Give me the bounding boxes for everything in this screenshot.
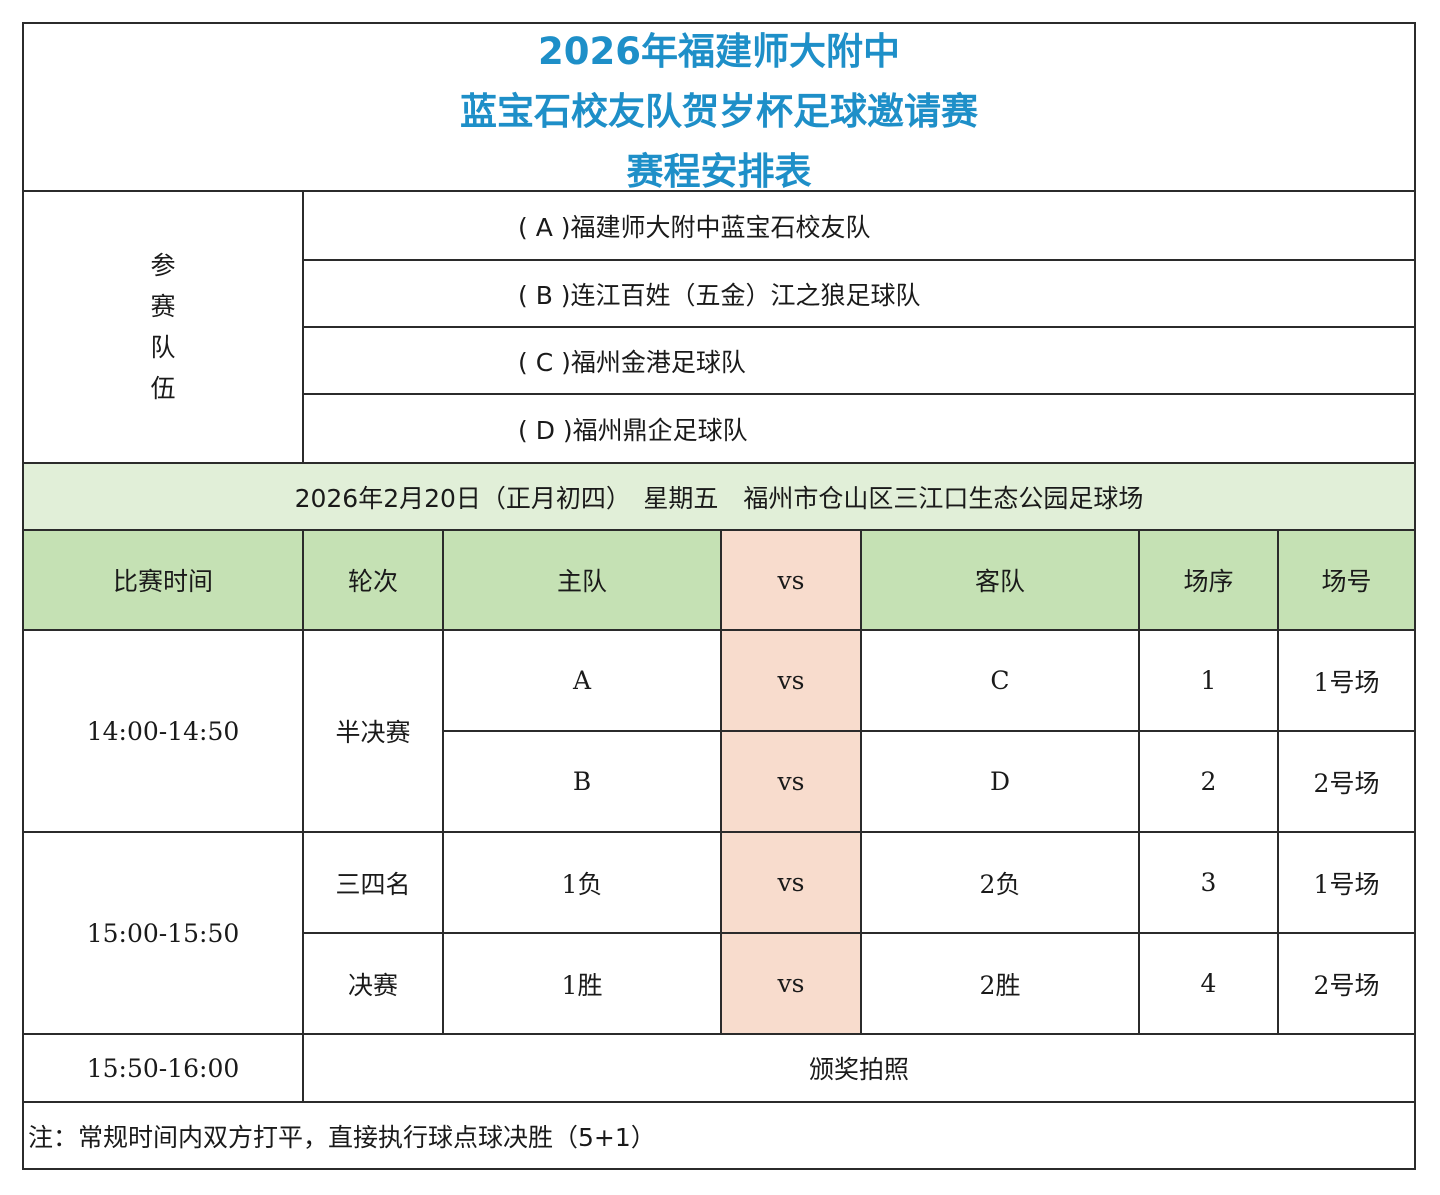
slot-time: 15:00-15:50: [24, 831, 302, 1033]
vs-cell: vs: [720, 629, 860, 730]
match-order-cell: 3: [1138, 831, 1277, 932]
teams-label: 参 赛 队 伍: [24, 192, 302, 462]
footnote: 注：常规时间内双方打平，直接执行球点球决胜（5+1）: [24, 1101, 1414, 1168]
vs-cell: vs: [720, 932, 860, 1033]
title-line-3: 赛程安排表: [626, 150, 812, 193]
header-time: 比赛时间: [24, 529, 302, 629]
title-line-2: 蓝宝石校友队贺岁杯足球邀请赛: [460, 90, 978, 133]
home-team-cell: 1胜: [442, 932, 720, 1033]
home-team-cell: 1负: [442, 831, 720, 932]
field-cell: 1号场: [1277, 831, 1414, 932]
header-away: 客队: [860, 529, 1138, 629]
away-team-cell: 2胜: [860, 932, 1138, 1033]
teams-label-char: 伍: [150, 374, 176, 403]
header-field: 场号: [1277, 529, 1414, 629]
field-cell: 2号场: [1277, 730, 1414, 831]
field-cell: 1号场: [1277, 629, 1414, 730]
teams-label-char: 赛: [150, 292, 176, 321]
home-team-cell: B: [442, 730, 720, 831]
away-team-cell: C: [860, 629, 1138, 730]
title-block: 2026年福建师大附中 蓝宝石校友队贺岁杯足球邀请赛 赛程安排表: [24, 24, 1414, 193]
date-location-bar: 2026年2月20日（正月初四） 星期五 福州市仓山区三江口生态公园足球场: [24, 462, 1414, 529]
ceremony-time: 15:50-16:00: [24, 1033, 302, 1101]
team-b: ( B )连江百姓（五金）江之狼足球队: [302, 259, 1414, 326]
match-order-cell: 4: [1138, 932, 1277, 1033]
round-cell: 三四名: [302, 831, 442, 932]
team-a: ( A )福建师大附中蓝宝石校友队: [302, 192, 1414, 259]
title-line-1: 2026年福建师大附中: [538, 30, 900, 73]
ceremony-event: 颁奖拍照: [302, 1033, 1414, 1101]
header-round: 轮次: [302, 529, 442, 629]
away-team-cell: D: [860, 730, 1138, 831]
slot-time: 14:00-14:50: [24, 629, 302, 831]
team-c: ( C )福州金港足球队: [302, 326, 1414, 393]
teams-label-char: 参: [150, 251, 176, 280]
match-order-cell: 1: [1138, 629, 1277, 730]
schedule-sheet: 2026年福建师大附中 蓝宝石校友队贺岁杯足球邀请赛 赛程安排表 参 赛 队 伍…: [22, 22, 1416, 1170]
vs-cell: vs: [720, 831, 860, 932]
teams-label-char: 队: [150, 333, 176, 362]
header-order: 场序: [1138, 529, 1277, 629]
home-team-cell: A: [442, 629, 720, 730]
round-cell: 半决赛: [302, 629, 442, 831]
away-team-cell: 2负: [860, 831, 1138, 932]
header-vs: vs: [720, 529, 860, 629]
round-cell: 决赛: [302, 932, 442, 1033]
team-d: ( D )福州鼎企足球队: [302, 393, 1414, 462]
field-cell: 2号场: [1277, 932, 1414, 1033]
match-order-cell: 2: [1138, 730, 1277, 831]
header-home: 主队: [442, 529, 720, 629]
vs-cell: vs: [720, 730, 860, 831]
